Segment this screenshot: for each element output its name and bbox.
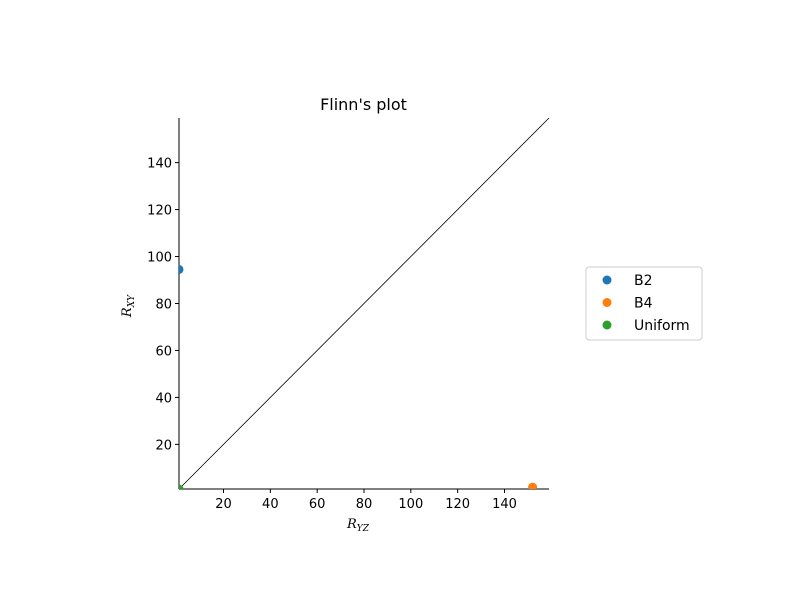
data-markers	[179, 264, 538, 489]
y-tick-label: 140	[147, 157, 172, 172]
x-tick-label: 120	[445, 497, 470, 512]
x-tick-label: 40	[262, 497, 279, 512]
marker-b4	[528, 482, 538, 489]
y-axis-ticks: 20 40 60 80 100 120 140	[147, 157, 179, 453]
y-tick-label: 80	[155, 298, 172, 313]
legend-marker-b4	[602, 298, 612, 307]
legend-marker-b2	[602, 275, 612, 285]
reference-line	[178, 117, 550, 490]
marker-b2	[179, 264, 184, 274]
chart-title: Flinn's plot	[320, 95, 407, 114]
legend-label: B2	[634, 273, 653, 289]
y-tick-label: 40	[155, 391, 172, 406]
x-axis-label: RYZ	[346, 517, 370, 534]
x-tick-label: 20	[215, 497, 232, 512]
x-tick-label: 60	[309, 497, 326, 512]
y-axis-label: RXY	[120, 294, 137, 318]
x-tick-label: 100	[398, 497, 423, 512]
legend: B2 B4 Uniform	[585, 266, 703, 341]
x-tick-label: 80	[356, 497, 373, 512]
y-tick-label: 60	[155, 344, 172, 359]
legend-label: Uniform	[634, 318, 690, 334]
legend-marker-uniform	[602, 320, 612, 330]
x-tick-label: 140	[492, 497, 517, 512]
y-tick-label: 100	[147, 251, 172, 266]
x-axis-ticks: 20 40 60 80 100 120 140	[215, 489, 517, 512]
y-tick-label: 20	[155, 438, 172, 453]
marker-uniform	[179, 484, 184, 489]
legend-label: B4	[634, 296, 653, 312]
legend-box	[585, 266, 703, 341]
plot-area: 20 40 60 80 100 120 140 20 40 60 80 100 120 140	[147, 117, 550, 512]
y-tick-label: 120	[147, 204, 172, 219]
